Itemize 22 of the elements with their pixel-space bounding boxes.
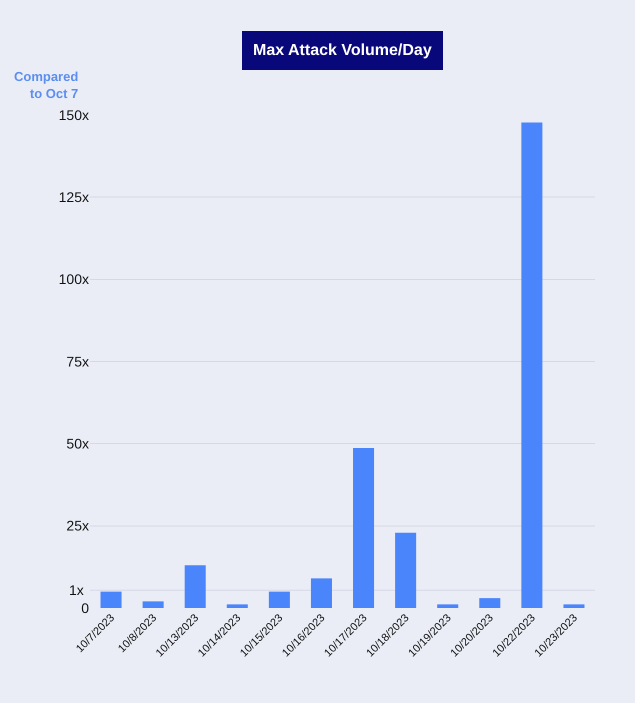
bar bbox=[268, 592, 290, 608]
y-tick-label: 25x bbox=[66, 518, 89, 534]
bar bbox=[100, 592, 122, 608]
chart-title: Max Attack Volume/Day bbox=[253, 42, 432, 59]
ref-line-label: 1x bbox=[69, 582, 84, 598]
bar bbox=[184, 565, 206, 608]
bar bbox=[521, 122, 542, 608]
bar bbox=[479, 598, 500, 608]
bar bbox=[563, 604, 584, 608]
y-tick-label: 125x bbox=[58, 189, 89, 206]
y-tick-label: 50x bbox=[66, 436, 89, 452]
y-tick-label: 75x bbox=[66, 353, 89, 370]
y-tick-label: 0 bbox=[81, 600, 90, 616]
bar bbox=[226, 604, 248, 608]
y-axis-title: Compared to Oct 7 bbox=[14, 69, 78, 101]
y-tick-label: 150x bbox=[58, 106, 89, 123]
y-tick-label: 100x bbox=[58, 271, 89, 288]
bar bbox=[142, 601, 164, 608]
bar bbox=[395, 532, 416, 608]
bar bbox=[310, 578, 332, 608]
bar bbox=[353, 448, 374, 608]
bar bbox=[437, 604, 458, 608]
